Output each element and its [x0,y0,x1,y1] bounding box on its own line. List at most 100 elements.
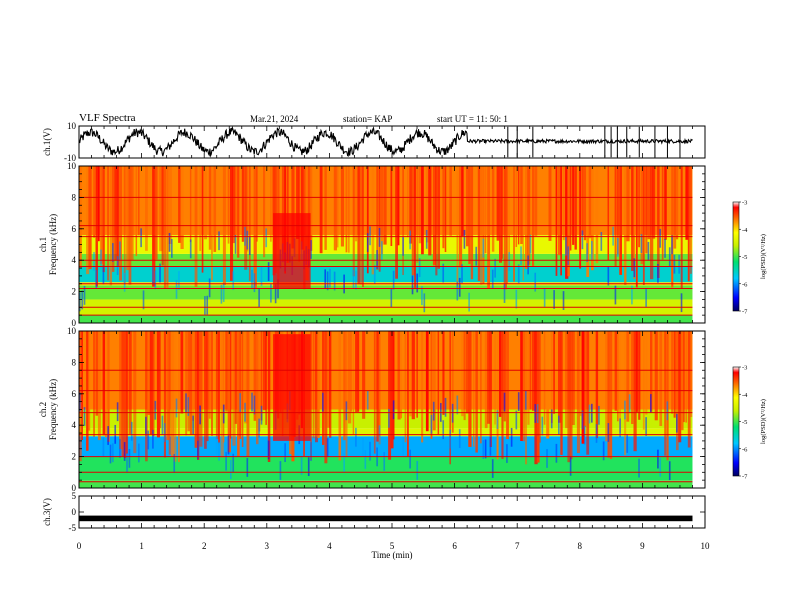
ch2-spec-streak [687,331,691,448]
ch2-spec-band [79,428,693,437]
ch1-spec-streak [355,166,358,242]
ch3-signal-band [79,515,693,522]
ch1-spec-colorbar: -3 -4 -5 -6 -7 log(PSD)(V²/Hz) [732,200,767,316]
x-tick-label: 3 [265,541,270,551]
ch1-spec-streak [631,166,634,271]
ch2-spec-streak [539,331,542,443]
ch1-spec-streak [560,166,562,276]
ch1-spec-speckle [168,232,171,252]
ch2-spec-tick-label: 0 [72,483,77,493]
ch2-spec-streak [553,331,555,414]
ch1-spec-streak [159,166,163,252]
ch2-spec-speckle [409,449,411,469]
ch1-spec-speckle [468,292,470,312]
ch2-spec-streak [241,331,244,447]
ch2-spec-speckle [284,443,286,462]
ch1-spec-streak [248,166,251,281]
ch1-spec-colorbar-tick-label: -3 [742,200,747,207]
ch1-spec-streak [130,166,134,260]
ch1-spec-streak [211,166,213,281]
ch2-spec-streak [390,331,394,449]
ch1-waveform-panel: 10 -10 ch.1(V) [42,121,706,163]
ch2-spec-streak [218,331,220,444]
ch2-spec-speckle [192,415,194,435]
ch1-spec-speckle [246,230,249,250]
ch1-spec-streak [491,166,495,252]
ch2-spec-speckle [343,453,345,472]
ch2-spec-streak [121,331,125,457]
ch2-spec-streak [232,331,236,446]
ch2-spec-streak [473,331,475,447]
ch1-spec-speckle [333,271,336,291]
ch2-spec-streak [105,331,107,438]
ch1-spec-streak [333,166,338,251]
ch1-spec-streak [586,166,590,277]
ch2-spec-streak [315,331,318,443]
ch1-spec-streak [234,166,237,237]
ch2-spec-colorbar-tick-label: -6 [742,446,748,453]
ch1-spec-streak [357,166,360,285]
ch2-spec-speckle [83,407,86,426]
ch2-spec-speckle [112,443,114,463]
ch1-spec-streak [583,166,587,241]
ch1-spec-panel: 0 2 4 6 8 10 ch.1 Frequency (kHz) -3 -4 -5 -6 -7 log(… [38,161,767,328]
ch1-spec-streak [208,166,212,250]
ch1-spec-tick-label: 0 [72,318,77,328]
ch1-spec-streak [508,166,510,267]
ch1-spec-streak [201,166,204,273]
ch1-spec-streak [119,166,122,281]
ch1-spec-speckle [565,236,567,256]
ch1-spec-streak [664,166,667,240]
ch2-spec-speckle [503,392,506,412]
ch2-spec-burst [273,334,311,441]
ch2-spec-speckle [364,450,367,469]
ch2-spec-streak [638,331,641,420]
ch1-spec-speckle [482,238,485,258]
ch2-spec-speckle [163,423,166,443]
ch1-spec-streak [145,166,148,251]
ch2-spec-streak [352,331,355,435]
ch2-spec-streak [324,331,328,464]
ch2-spec-streak [425,331,429,432]
ch1-spec-streak [180,166,184,249]
ch2-spec-speckle [657,449,659,469]
ch1-spec-streak [574,166,577,250]
ch2-spec-streak [534,331,538,465]
ch1-spec-speckle [567,246,570,266]
ch2-spec-speckle [595,424,598,443]
ch2-spec-streak [449,331,451,465]
ch2-spec-streak [199,331,203,447]
ch2-spec-streak [399,331,403,419]
ch1-spec-speckle [494,258,496,278]
ch1-spec-speckle [671,235,673,255]
ch2-spec-speckle [388,408,390,428]
ch2-spec-speckle [496,410,499,430]
ch2-spec-streak [635,331,638,412]
ch1-spec-streak [390,166,393,246]
ch1-spec-streak [595,166,599,264]
ch1-spec-streak [352,166,355,277]
ch1-spec-speckle [376,250,378,269]
ch2-spec-streak [197,331,200,460]
ch1-spec-streak [161,166,164,266]
ch1-spec-streak [562,166,565,241]
ch2-spec-streak [355,331,358,413]
ch2-spec-streak [220,331,224,458]
ch2-spec-streak [376,331,379,442]
ch2-spec-speckle [659,457,662,477]
ch1-spec-streak [428,166,432,256]
ch2-spec-speckle [119,439,121,458]
ch1-spec-streak [503,166,507,290]
ch1-spec-streak [409,166,413,244]
ch1-spec-speckle [456,281,459,301]
ch1-spec-speckle [607,266,610,286]
ch1-spec-streak [378,166,381,272]
x-tick-label: 7 [515,541,520,551]
x-tick-label: 5 [390,541,395,551]
ch1-spec-streak [154,166,158,260]
ch2-spec-speckle [369,441,371,461]
ch1-spec-streak [461,166,464,237]
ch1-spec-streak [93,166,96,238]
ch1-spec-speckle [645,288,647,307]
